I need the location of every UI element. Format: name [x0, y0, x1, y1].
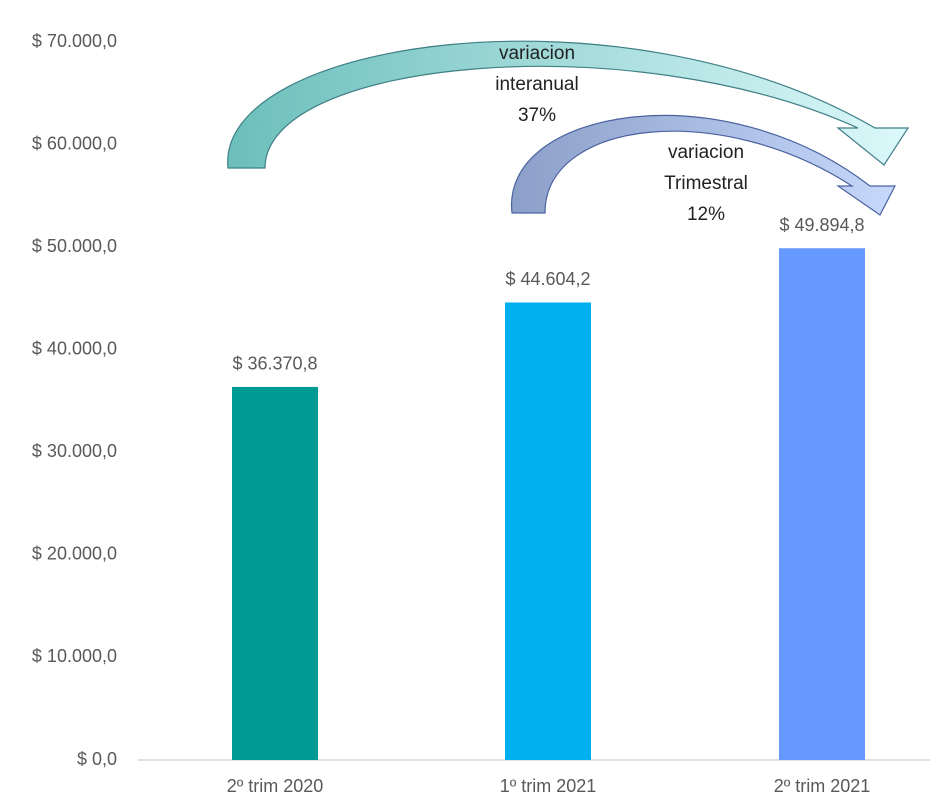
y-tick-label: $ 60.000,0 — [32, 133, 117, 153]
y-tick-label: $ 30.000,0 — [32, 441, 117, 461]
y-tick-label: $ 40.000,0 — [32, 338, 117, 358]
y-tick-label: $ 70.000,0 — [32, 31, 117, 51]
value-label: $ 49.894,8 — [779, 215, 864, 235]
y-tick-label: $ 10.000,0 — [32, 646, 117, 666]
annotation: 37% — [518, 105, 556, 126]
annotation: Trimestral — [664, 173, 748, 194]
y-tick-label: $ 20.000,0 — [32, 544, 117, 564]
bar — [232, 386, 318, 760]
value-label: $ 44.604,2 — [505, 269, 590, 289]
arrow-trimestral — [511, 114, 896, 216]
y-tick-label: $ 50.000,0 — [32, 236, 117, 256]
y-tick-label: $ 0,0 — [77, 749, 117, 769]
x-tick-label: 2º trim 2021 — [774, 776, 871, 796]
annotation: variacion — [499, 43, 575, 64]
annotation: interanual — [495, 74, 578, 95]
arrow-interanual — [227, 40, 910, 169]
value-label: $ 36.370,8 — [232, 354, 317, 374]
bar — [505, 302, 591, 760]
annotation: variacion — [668, 142, 744, 163]
bar — [779, 248, 865, 760]
annotation: 12% — [687, 204, 725, 225]
x-tick-label: 2º trim 2020 — [227, 776, 324, 796]
x-tick-label: 1º trim 2021 — [500, 776, 597, 796]
